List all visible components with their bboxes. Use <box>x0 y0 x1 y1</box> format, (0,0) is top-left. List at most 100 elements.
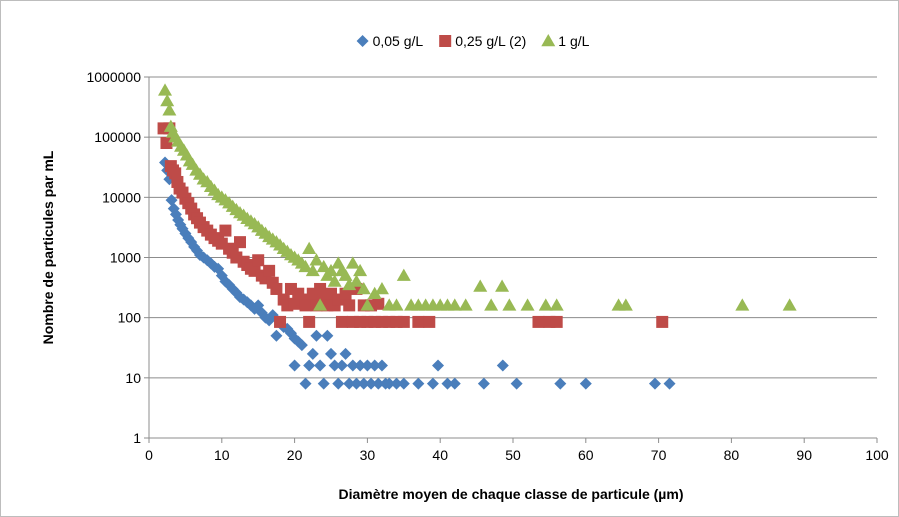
data-point-diamond <box>432 359 445 372</box>
x-tick-label: 50 <box>505 447 521 463</box>
legend-marker-triangle <box>541 34 556 47</box>
data-point-diamond <box>397 377 410 390</box>
data-point-square <box>656 315 669 328</box>
legend-items: 0,05 g/L 0,25 g/L (2) 1 g/L <box>356 33 590 49</box>
data-point-triangle <box>473 279 488 292</box>
data-point-triangle <box>374 281 389 295</box>
y-axis-title: Nombre de particules par mL <box>40 150 56 344</box>
data-point-diamond <box>554 377 567 390</box>
data-point-diamond <box>306 347 319 360</box>
data-point-triangle <box>520 298 535 311</box>
data-point-square <box>160 136 173 149</box>
data-point-diamond <box>165 194 178 207</box>
data-point-square <box>423 315 436 328</box>
y-tick-label: 10 <box>125 370 141 386</box>
y-tick-label: 10000 <box>102 189 141 205</box>
x-tick-label: 70 <box>651 447 667 463</box>
data-point-square <box>335 315 348 328</box>
data-point-diamond <box>496 359 509 372</box>
data-point-diamond <box>390 377 403 390</box>
data-point-diamond <box>317 377 330 390</box>
data-point-square <box>263 264 276 277</box>
data-point-diamond <box>448 377 461 390</box>
data-point-diamond <box>295 339 308 352</box>
x-axis-title: Diamètre moyen de chaque classe de parti… <box>339 486 684 502</box>
data-point-triangle <box>735 298 750 311</box>
x-tick-label: 80 <box>724 447 740 463</box>
data-point-triangle <box>495 279 510 292</box>
data-point-diamond <box>361 359 374 372</box>
data-point-square <box>234 236 246 249</box>
data-point-triangle <box>458 298 473 311</box>
data-point-diamond <box>372 377 385 390</box>
data-point-diamond <box>510 377 523 390</box>
y-tick-label: 1000000 <box>86 69 141 85</box>
axes <box>144 76 878 443</box>
data-point-diamond <box>663 377 676 390</box>
legend-item: 0,05 g/L <box>356 33 423 49</box>
data-point-diamond <box>321 329 334 342</box>
legend-marker-square <box>439 35 452 47</box>
x-tick-label: 20 <box>287 447 303 463</box>
data-point-diamond <box>328 359 341 372</box>
data-point-triangle <box>160 93 175 107</box>
y-tick-label: 100000 <box>94 129 141 145</box>
data-point-triangle <box>158 83 173 96</box>
data-point-diamond <box>354 359 367 372</box>
data-point-diamond <box>335 359 348 372</box>
data-point-diamond <box>477 377 490 390</box>
data-point-diamond <box>343 377 356 390</box>
data-point-triangle <box>313 298 328 311</box>
data-points <box>157 83 797 390</box>
data-point-triangle <box>396 268 411 281</box>
y-tick-label: 100 <box>118 310 142 326</box>
legend-label: 1 g/L <box>558 33 589 49</box>
data-point-triangle <box>618 298 633 311</box>
data-point-triangle <box>345 256 360 269</box>
tick-labels: 1 10 100 1000 10000 100000 1000000 0 10 20 30 40 50 6… <box>86 69 888 463</box>
data-point-diamond <box>303 359 316 372</box>
data-point-diamond <box>412 377 425 390</box>
data-point-diamond <box>648 377 661 390</box>
data-point-diamond <box>288 359 301 372</box>
data-point-triangle <box>782 298 797 311</box>
data-point-diamond <box>299 377 312 390</box>
data-point-diamond <box>365 377 378 390</box>
legend-item: 1 g/L <box>541 33 590 49</box>
data-point-square <box>270 282 283 295</box>
data-point-triangle <box>484 298 499 311</box>
data-point-square <box>412 315 425 328</box>
data-point-triangle <box>342 277 357 291</box>
data-point-diamond <box>270 329 283 342</box>
data-point-triangle <box>305 263 320 277</box>
data-point-triangle <box>502 298 517 311</box>
x-tick-label: 0 <box>145 447 153 463</box>
data-point-triangle <box>302 241 317 254</box>
data-point-diamond <box>339 347 352 360</box>
data-point-triangle <box>356 281 371 295</box>
data-point-square <box>314 282 327 295</box>
data-point-triangle <box>549 298 564 311</box>
x-tick-label: 60 <box>578 447 594 463</box>
x-tick-label: 40 <box>432 447 448 463</box>
x-tick-label: 100 <box>865 447 889 463</box>
data-point-triangle <box>162 103 177 116</box>
data-point-diamond <box>193 249 206 262</box>
data-point-square <box>397 315 410 328</box>
data-point-square <box>252 254 265 267</box>
legend-marker-diamond <box>356 35 369 47</box>
legend-label: 0,25 g/L (2) <box>455 33 526 49</box>
legend-item: 0,25 g/L (2) <box>439 33 526 49</box>
data-point-diamond <box>383 377 396 390</box>
data-point-triangle <box>309 253 324 266</box>
data-point-triangle <box>367 286 382 299</box>
data-point-square <box>274 315 287 328</box>
data-point-triangle <box>327 274 342 287</box>
data-point-diamond <box>310 329 323 342</box>
data-point-triangle <box>324 263 338 277</box>
data-point-square <box>343 299 356 312</box>
data-point-diamond <box>332 377 345 390</box>
data-point-diamond <box>375 359 388 372</box>
